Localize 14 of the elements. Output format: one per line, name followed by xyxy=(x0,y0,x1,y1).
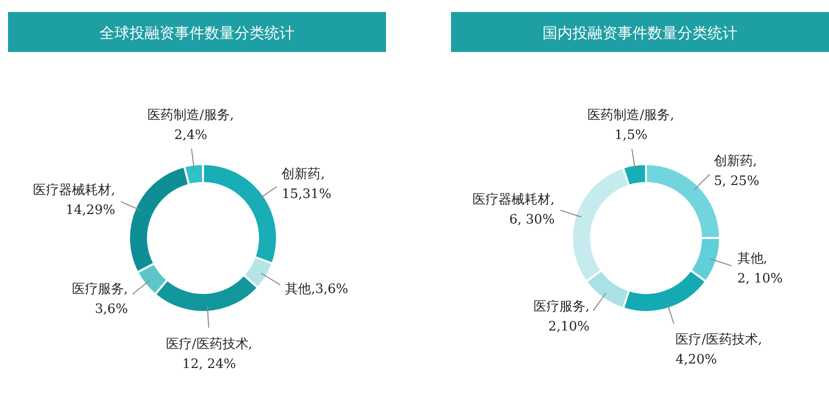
slice-label: 医药制造/服务,1,5% xyxy=(588,108,674,144)
slice-label: 医疗服务,3,6% xyxy=(72,282,128,317)
slice-label: 医药制造/服务,2,4% xyxy=(147,108,234,143)
slice-label: 医疗/医药技术, 12, 24% xyxy=(166,336,252,372)
slice-label: 其他, 2, 10% xyxy=(737,252,783,287)
slice-label: 其他,3,6% xyxy=(285,282,348,297)
chart-title: 全球投融资事件数量分类统计 xyxy=(100,24,294,42)
slice-label: 创新药, 5, 25% xyxy=(714,154,760,190)
slice-label: 创新药,15,31% xyxy=(282,167,332,202)
slice-label: 医疗服务,2,10% xyxy=(533,300,590,335)
slice-label: 医疗器械耗材, 6, 30% xyxy=(472,192,555,228)
chart-title: 国内投融资事件数量分类统计 xyxy=(542,24,738,42)
slice-label: 医疗器械耗材,14,29% xyxy=(33,183,116,218)
slice-label: 医疗/医药技术,4,20% xyxy=(676,332,762,368)
